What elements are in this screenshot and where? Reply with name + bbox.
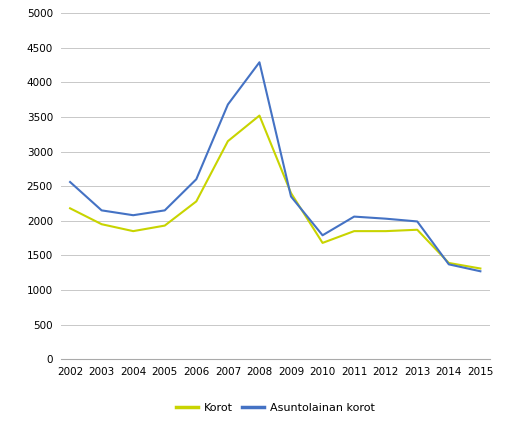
Korot <box>414 227 420 233</box>
Asuntolainan korot <box>225 102 231 107</box>
Asuntolainan korot <box>351 214 357 219</box>
Korot <box>477 266 483 271</box>
Korot <box>446 260 452 265</box>
Asuntolainan korot <box>257 60 263 65</box>
Asuntolainan korot <box>383 216 389 221</box>
Asuntolainan korot <box>414 219 420 224</box>
Line: Asuntolainan korot: Asuntolainan korot <box>70 62 480 271</box>
Asuntolainan korot <box>67 180 73 185</box>
Korot <box>130 229 136 234</box>
Asuntolainan korot <box>162 208 168 213</box>
Korot <box>320 240 326 246</box>
Asuntolainan korot <box>320 233 326 238</box>
Asuntolainan korot <box>446 262 452 267</box>
Korot <box>193 199 199 204</box>
Korot <box>225 138 231 144</box>
Asuntolainan korot <box>98 208 105 213</box>
Asuntolainan korot <box>130 212 136 218</box>
Korot <box>162 223 168 228</box>
Korot <box>257 113 263 118</box>
Asuntolainan korot <box>288 194 294 199</box>
Legend: Korot, Asuntolainan korot: Korot, Asuntolainan korot <box>172 399 379 417</box>
Korot <box>351 229 357 234</box>
Asuntolainan korot <box>193 177 199 182</box>
Line: Korot: Korot <box>70 116 480 268</box>
Asuntolainan korot <box>477 268 483 274</box>
Korot <box>67 206 73 211</box>
Korot <box>98 222 105 227</box>
Korot <box>288 191 294 196</box>
Korot <box>383 229 389 234</box>
